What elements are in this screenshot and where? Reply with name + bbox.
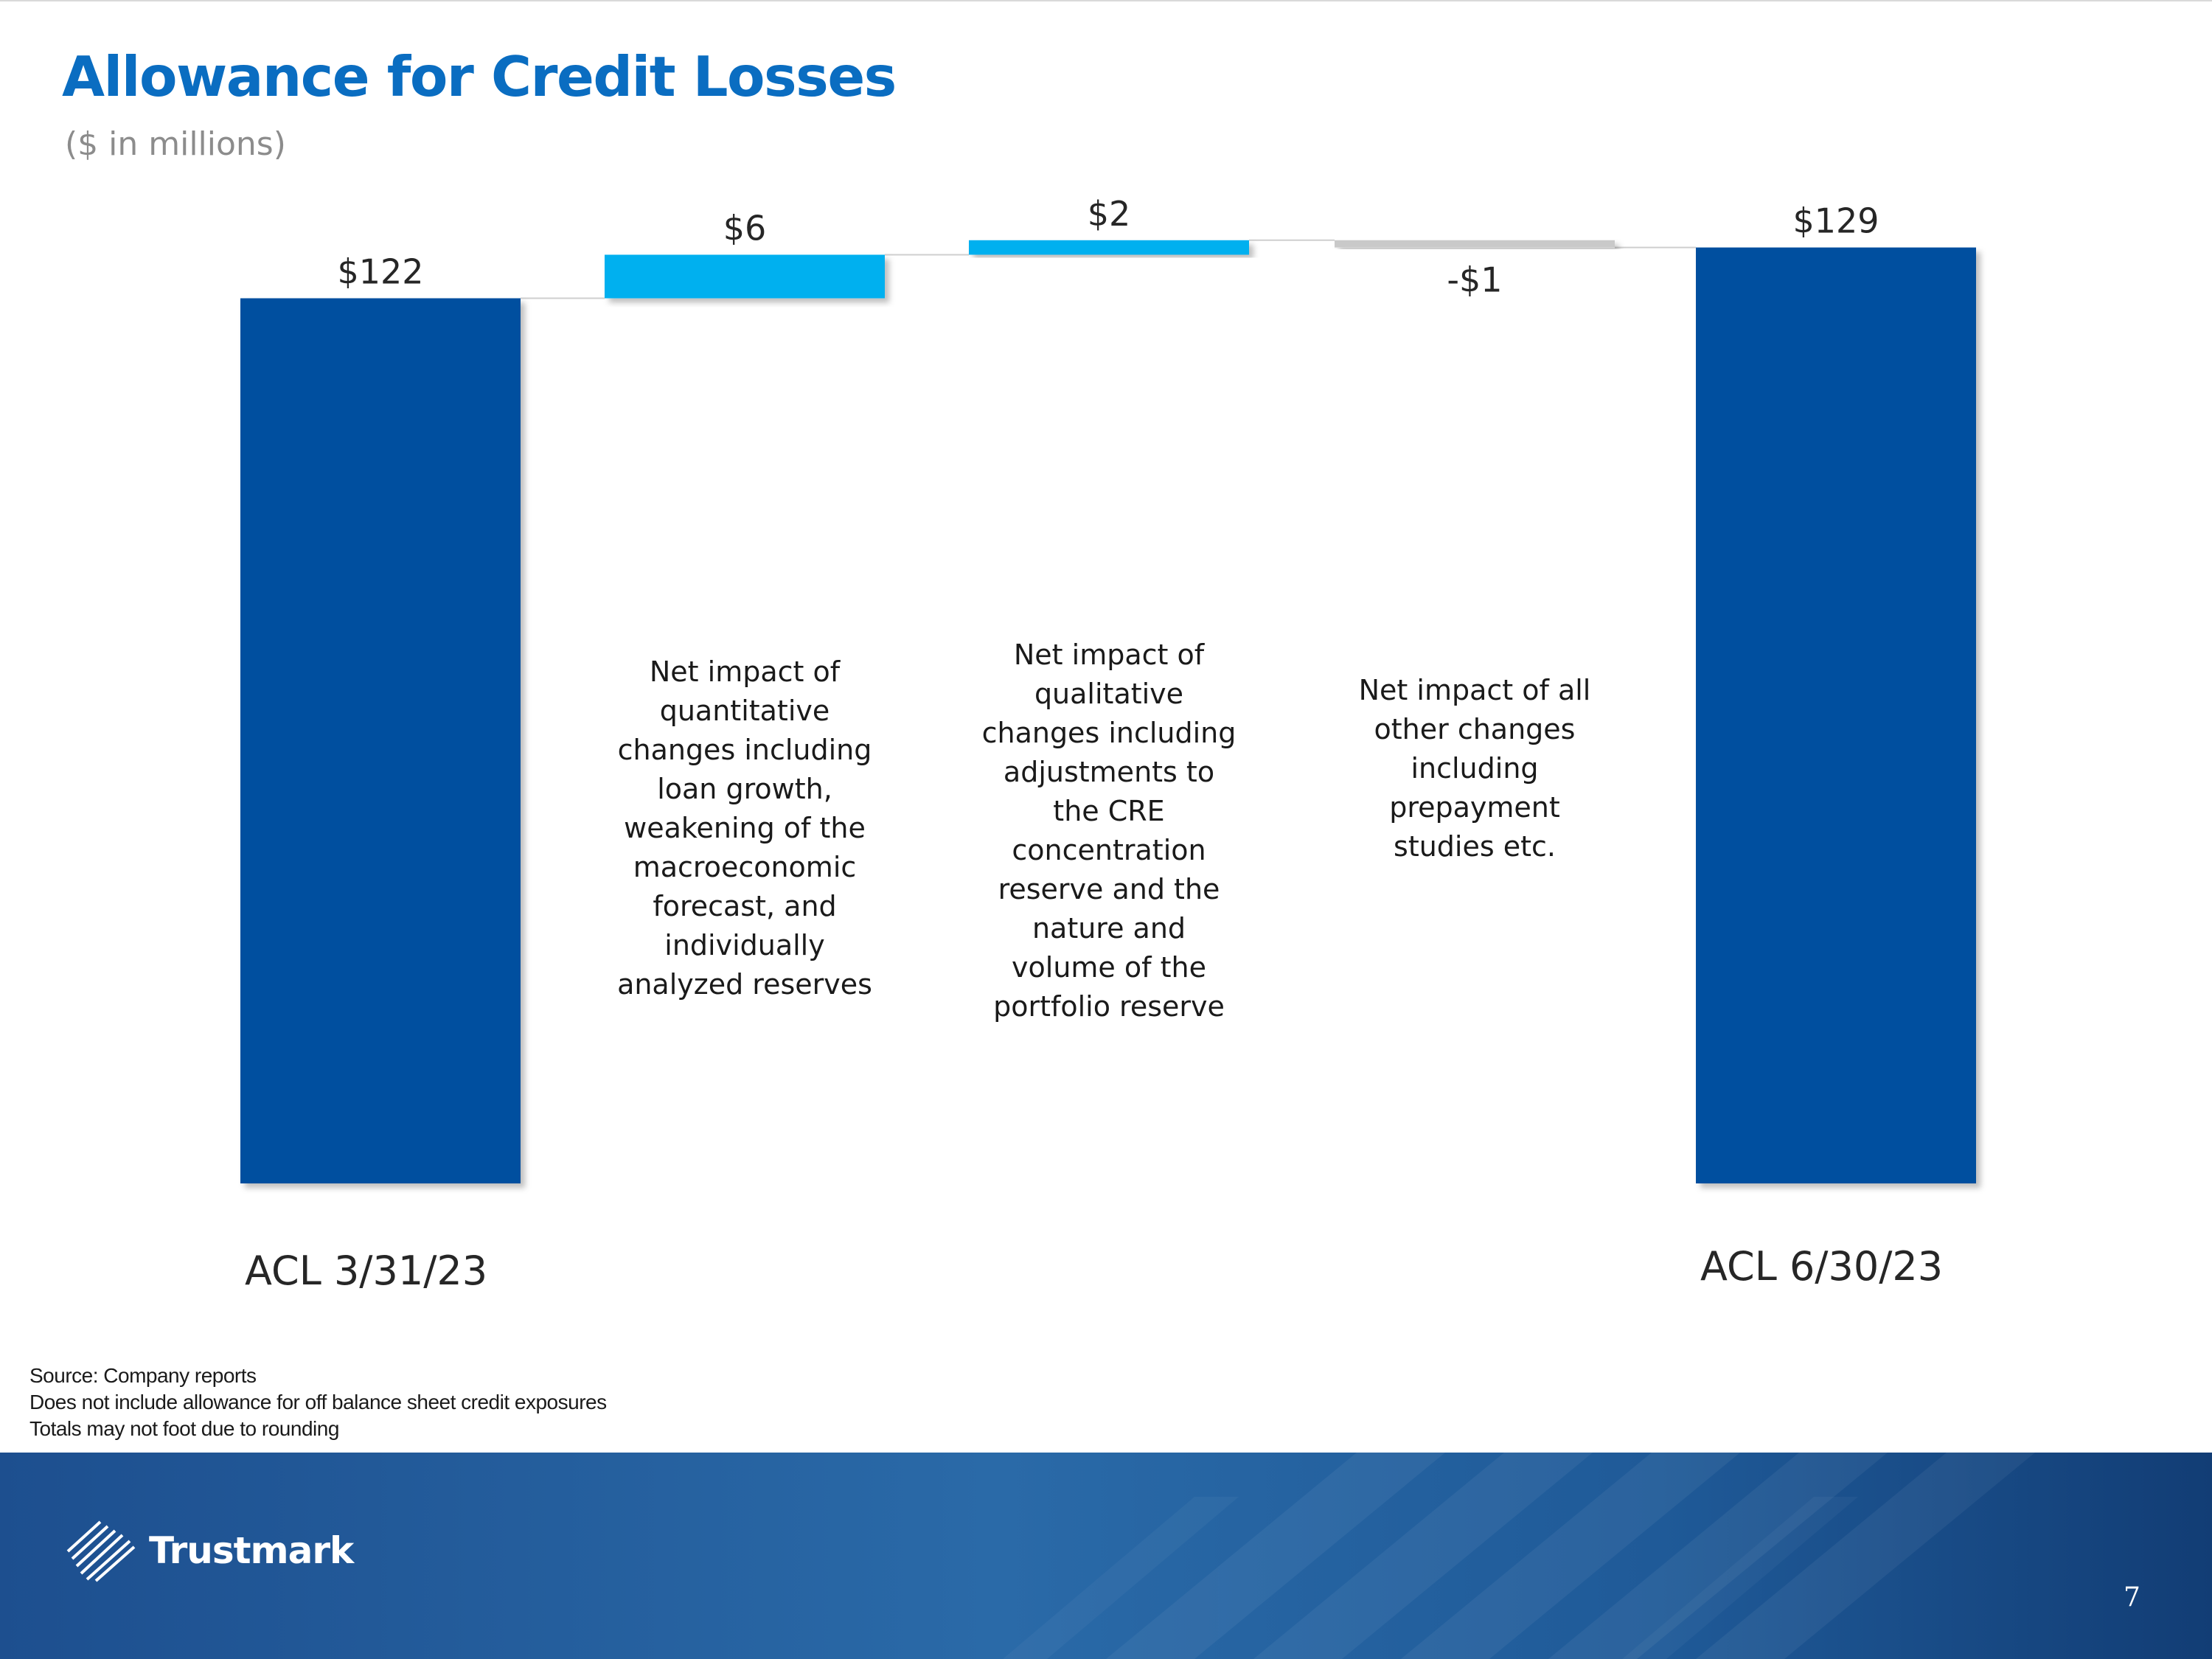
bar-increase-2	[969, 240, 1249, 255]
footnote-rounding: Totals may not foot due to rounding	[29, 1417, 339, 1440]
brand-name: Trustmark	[149, 1529, 354, 1572]
annotation-2: Net impact of qualitative changes includ…	[981, 639, 1237, 1023]
footnotes: Source: Company reports Does not include…	[29, 1363, 607, 1442]
data-label-4: $129	[1792, 201, 1879, 241]
trustmark-logo: Trustmark	[62, 1517, 354, 1584]
data-label-0: $122	[337, 252, 423, 292]
data-label-1: $6	[723, 208, 767, 248]
footer-banner: Trustmark 7	[0, 1453, 2212, 1659]
bar-increase-1	[605, 254, 885, 299]
page-number: 7	[2124, 1582, 2140, 1613]
trustmark-logo-icon	[66, 1520, 136, 1582]
bar-total-4	[1696, 247, 1976, 1183]
category-label-4: ACL 6/30/23	[1700, 1243, 1944, 1290]
top-rule	[0, 0, 2212, 1]
annotation-1: Net impact of quantitative changes inclu…	[617, 655, 872, 1001]
bar-total-0	[240, 298, 521, 1183]
annotation-3: Net impact of all other changes includin…	[1358, 674, 1591, 863]
page-title: Allowance for Credit Losses	[62, 44, 897, 109]
footer-stripes	[1003, 1453, 2035, 1659]
data-label-2: $2	[1088, 194, 1131, 234]
page-subtitle: ($ in millions)	[65, 125, 286, 163]
data-label-3: -$1	[1447, 260, 1502, 300]
footnote-exclusion: Does not include allowance for off balan…	[29, 1391, 607, 1413]
footnote-source: Source: Company reports	[29, 1364, 257, 1387]
category-label-0: ACL 3/31/23	[245, 1248, 488, 1294]
bar-decrease-3	[1335, 240, 1615, 248]
waterfall-chart: $122 $6 $2 -$1 $129	[240, 194, 1976, 1183]
